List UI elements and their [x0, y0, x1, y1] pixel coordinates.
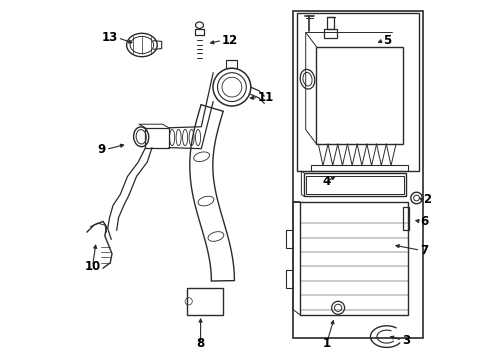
Bar [310, 165, 407, 171]
Bar [292, 11, 422, 338]
Text: 9: 9 [98, 143, 106, 156]
Bar [296, 13, 418, 171]
Text: 10: 10 [84, 260, 101, 273]
Bar [316, 47, 402, 144]
Text: 5: 5 [382, 34, 390, 47]
Bar [306, 176, 403, 194]
Text: 7: 7 [419, 244, 427, 257]
Text: 4: 4 [322, 175, 330, 188]
Text: 1: 1 [322, 337, 330, 350]
Bar [145, 128, 168, 148]
Text: 3: 3 [401, 334, 409, 347]
Text: 6: 6 [419, 215, 427, 228]
Text: 11: 11 [258, 91, 274, 104]
Bar [326, 17, 334, 29]
Bar [303, 173, 406, 196]
Text: 2: 2 [422, 193, 430, 206]
Bar [300, 202, 407, 315]
Bar [195, 29, 203, 35]
Text: 8: 8 [196, 337, 204, 350]
Bar [226, 60, 237, 68]
Bar [323, 29, 337, 38]
Bar [402, 207, 408, 230]
Bar [186, 288, 223, 315]
Text: 13: 13 [102, 31, 118, 44]
Text: 12: 12 [222, 34, 238, 47]
